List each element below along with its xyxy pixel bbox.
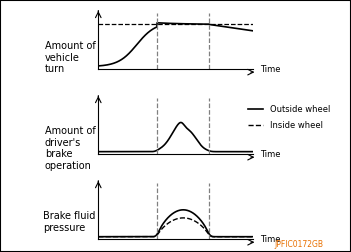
Legend: Outside wheel, Inside wheel: Outside wheel, Inside wheel [245, 102, 333, 133]
Text: Time: Time [260, 150, 281, 159]
Line: Outside wheel: Outside wheel [98, 210, 253, 237]
Outside wheel [180, 208, 184, 211]
Text: JPFIC0172GB: JPFIC0172GB [274, 240, 323, 249]
Line: Inside wheel: Inside wheel [98, 218, 253, 237]
Inside wheel [247, 235, 251, 238]
Text: Time: Time [260, 65, 281, 74]
Outside wheel [188, 210, 193, 213]
Inside wheel [96, 235, 100, 238]
Outside wheel [247, 235, 251, 238]
Text: Time: Time [260, 235, 281, 244]
Outside wheel [96, 235, 100, 238]
Inside wheel [188, 218, 193, 221]
Outside wheel [223, 235, 227, 238]
Inside wheel [181, 216, 185, 219]
Inside wheel [171, 219, 175, 222]
Inside wheel [180, 216, 184, 219]
Y-axis label: Brake fluid
pressure: Brake fluid pressure [43, 211, 95, 233]
Outside wheel [181, 208, 185, 211]
Y-axis label: Amount of
vehicle
turn: Amount of vehicle turn [45, 41, 95, 74]
Inside wheel [251, 235, 255, 238]
Inside wheel [170, 219, 174, 223]
Y-axis label: Amount of
driver's
brake
operation: Amount of driver's brake operation [45, 126, 95, 171]
Inside wheel [223, 235, 227, 238]
Outside wheel [170, 213, 174, 216]
Outside wheel [171, 212, 175, 215]
Outside wheel [251, 235, 255, 238]
